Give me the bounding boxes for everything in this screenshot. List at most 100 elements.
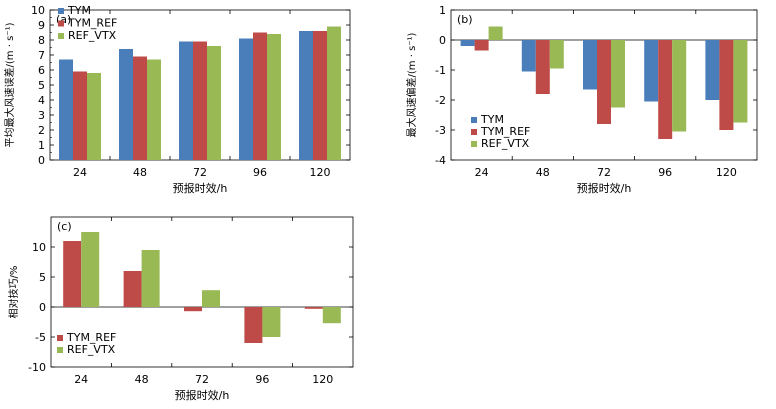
x-axis-title: 预报时效/h bbox=[175, 388, 230, 402]
panel-label: (c) bbox=[57, 220, 72, 233]
bar-tym_ref-120 bbox=[304, 307, 323, 309]
bar-ref_vtx-24 bbox=[488, 26, 503, 40]
x-tick-label: 96 bbox=[658, 166, 672, 179]
bar-tym_ref-120 bbox=[313, 31, 327, 160]
plot-frame bbox=[450, 9, 758, 161]
legend-label: REF_VTX bbox=[481, 137, 530, 150]
x-tick-label: 24 bbox=[74, 373, 88, 386]
legend-label: TYM bbox=[480, 113, 504, 126]
x-tick-label: 72 bbox=[193, 166, 207, 179]
bar-tym-72 bbox=[179, 41, 193, 160]
x-tick-label: 96 bbox=[255, 373, 269, 386]
legend-swatch-tym bbox=[58, 8, 64, 14]
bar-tym_ref-24 bbox=[63, 241, 82, 307]
y-tick-label: 10 bbox=[32, 241, 46, 254]
bar-tym-120 bbox=[299, 31, 313, 160]
y-tick-label: 0 bbox=[38, 154, 45, 167]
y-tick-label: 9 bbox=[38, 19, 45, 32]
bar-tym_ref-24 bbox=[474, 40, 489, 51]
bar-tym-24 bbox=[59, 59, 73, 160]
bar-tym_ref-96 bbox=[244, 307, 263, 343]
legend-label: TYM_REF bbox=[66, 331, 116, 344]
legend-label: REF_VTX bbox=[68, 29, 117, 42]
y-tick-label: 7 bbox=[38, 49, 45, 62]
x-tick-label: 24 bbox=[475, 166, 489, 179]
y-tick-label: -10 bbox=[28, 361, 46, 374]
bar-tym-96 bbox=[644, 40, 659, 102]
y-tick-label: 2 bbox=[38, 124, 45, 137]
bar-tym-24 bbox=[460, 40, 475, 46]
bar-ref_vtx-48 bbox=[549, 40, 564, 69]
legend-label: TYM_REF bbox=[480, 125, 530, 138]
legend-swatch-tym_ref bbox=[57, 335, 63, 341]
x-tick-label: 24 bbox=[73, 166, 87, 179]
y-tick-label: 1 bbox=[439, 4, 446, 17]
y-axis-title: 相对技巧/% bbox=[7, 266, 20, 319]
y-tick-label: -1 bbox=[435, 64, 446, 77]
x-tick-label: 120 bbox=[716, 166, 737, 179]
panel-b: -4 -3 -2 -1 0 1 24 48 72 96 120 (b) 预报时效/h 最大风速偏差/(m … bbox=[405, 4, 758, 195]
legend-label: TYM_REF bbox=[67, 17, 117, 30]
legend-swatch-ref_vtx bbox=[471, 141, 477, 147]
bar-ref_vtx-120 bbox=[327, 26, 341, 160]
bar-tym-120 bbox=[705, 40, 720, 100]
x-tick-label: 120 bbox=[310, 166, 331, 179]
y-tick-label: 10 bbox=[31, 4, 45, 17]
bar-ref_vtx-24 bbox=[81, 232, 100, 307]
bar-ref_vtx-72 bbox=[207, 46, 221, 160]
x-axis-title: 预报时效/h bbox=[577, 181, 632, 195]
bar-ref_vtx-24 bbox=[87, 73, 101, 160]
x-tick-label: 48 bbox=[133, 166, 147, 179]
x-tick-label: 48 bbox=[135, 373, 149, 386]
x-tick-label: 72 bbox=[597, 166, 611, 179]
bar-tym_ref-48 bbox=[133, 56, 147, 160]
bar-tym-72 bbox=[583, 40, 597, 90]
x-tick-label: 96 bbox=[253, 166, 267, 179]
bar-tym-48 bbox=[119, 49, 133, 160]
legend-label: TYM bbox=[67, 4, 91, 17]
y-tick-label: 4 bbox=[38, 94, 45, 107]
bar-tym-48 bbox=[521, 40, 536, 72]
bar-tym_ref-72 bbox=[597, 40, 611, 124]
legend-label: REF_VTX bbox=[67, 343, 116, 356]
bar-ref_vtx-72 bbox=[202, 290, 220, 307]
y-tick-label: 0 bbox=[439, 34, 446, 47]
bar-tym_ref-72 bbox=[193, 41, 207, 160]
bar-ref_vtx-72 bbox=[611, 40, 625, 108]
bar-tym_ref-48 bbox=[535, 40, 550, 94]
x-tick-label: 120 bbox=[312, 373, 333, 386]
legend-swatch-tym bbox=[471, 117, 477, 123]
y-tick-label: -3 bbox=[435, 124, 446, 137]
y-tick-label: 8 bbox=[38, 34, 45, 47]
bar-ref_vtx-120 bbox=[322, 307, 341, 324]
y-tick-label: 5 bbox=[38, 79, 45, 92]
x-tick-label: 72 bbox=[195, 373, 209, 386]
bar-ref_vtx-48 bbox=[147, 59, 161, 160]
y-tick-label: 5 bbox=[39, 271, 46, 284]
bar-ref_vtx-96 bbox=[267, 34, 281, 160]
bar-tym_ref-72 bbox=[184, 307, 202, 312]
panel-label: (b) bbox=[457, 13, 473, 26]
bar-ref_vtx-96 bbox=[262, 307, 281, 337]
bar-ref_vtx-120 bbox=[733, 40, 748, 123]
panel-c: -10 -5 0 5 10 24 48 72 96 120 (c) 预报时效/h 相对技巧/% TYM_R… bbox=[7, 216, 354, 402]
bar-tym_ref-96 bbox=[658, 40, 673, 139]
y-axis-title: 平均最大风速误差/(m · s⁻¹) bbox=[3, 22, 16, 147]
legend-swatch-ref_vtx bbox=[58, 33, 64, 39]
bar-tym_ref-48 bbox=[123, 271, 142, 307]
bar-ref_vtx-48 bbox=[141, 250, 160, 307]
y-tick-label: -5 bbox=[35, 331, 46, 344]
legend-swatch-tym_ref bbox=[58, 20, 64, 27]
y-axis-title: 最大风速偏差/(m · s⁻¹) bbox=[405, 32, 418, 137]
bar-tym-96 bbox=[239, 38, 253, 160]
legend-swatch-ref_vtx bbox=[57, 347, 63, 353]
x-axis-title: 预报时效/h bbox=[173, 181, 228, 195]
y-tick-label: 3 bbox=[38, 109, 45, 122]
bar-ref_vtx-96 bbox=[672, 40, 687, 132]
x-tick-label: 48 bbox=[536, 166, 550, 179]
bar-tym_ref-24 bbox=[73, 71, 87, 160]
bar-tym_ref-120 bbox=[719, 40, 734, 130]
y-tick-label: 0 bbox=[39, 301, 46, 314]
